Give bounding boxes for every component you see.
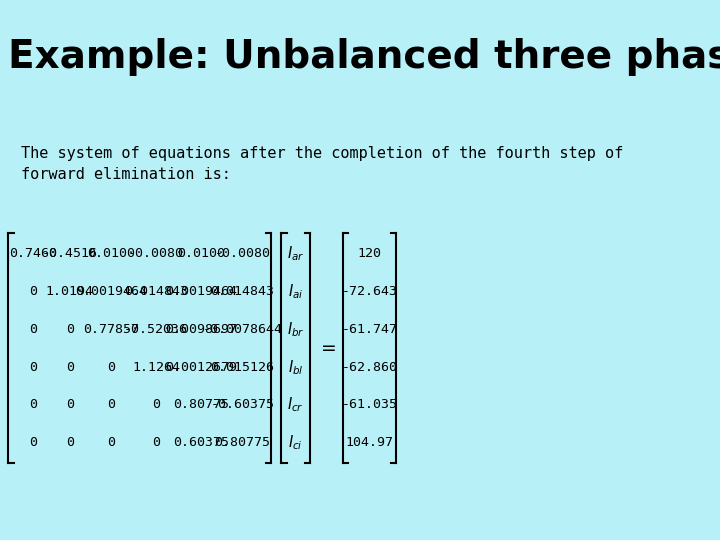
Text: 0: 0 — [152, 436, 160, 449]
Text: 0.0019464: 0.0019464 — [166, 285, 238, 298]
Text: 0.015126: 0.015126 — [210, 361, 274, 374]
Text: 0: 0 — [66, 323, 74, 336]
Text: 0: 0 — [66, 399, 74, 411]
Text: Example: Unbalanced three phase load: Example: Unbalanced three phase load — [8, 38, 720, 76]
Text: 0.60375: 0.60375 — [174, 436, 229, 449]
Text: 0: 0 — [152, 399, 160, 411]
Text: 0.0098697: 0.0098697 — [166, 323, 238, 336]
Text: The system of equations after the completion of the fourth step of
forward elimi: The system of equations after the comple… — [21, 146, 623, 182]
Text: 120: 120 — [358, 247, 382, 260]
Text: 0.014843: 0.014843 — [124, 285, 188, 298]
Text: 0.7460: 0.7460 — [9, 247, 57, 260]
Text: $I_{ci}$: $I_{ci}$ — [288, 434, 303, 452]
Text: 0: 0 — [107, 361, 115, 374]
Text: 0.80775: 0.80775 — [174, 399, 229, 411]
Text: 0.0019464: 0.0019464 — [75, 285, 147, 298]
Text: 0: 0 — [29, 436, 37, 449]
Text: 0.0100: 0.0100 — [177, 247, 225, 260]
Text: 0: 0 — [29, 285, 37, 298]
Text: 0: 0 — [29, 361, 37, 374]
Text: -0.60375: -0.60375 — [210, 399, 274, 411]
Text: 0.77857: 0.77857 — [83, 323, 139, 336]
Text: $I_{bl}$: $I_{bl}$ — [288, 358, 304, 376]
Text: $I_{ai}$: $I_{ai}$ — [288, 282, 303, 301]
Text: $I_{cr}$: $I_{cr}$ — [287, 396, 304, 414]
Text: 0.80775: 0.80775 — [215, 436, 270, 449]
Text: 0: 0 — [107, 436, 115, 449]
Text: 1.0194: 1.0194 — [46, 285, 94, 298]
Text: =: = — [320, 339, 336, 358]
Text: -61.747: -61.747 — [342, 323, 397, 336]
Text: -72.643: -72.643 — [342, 285, 397, 298]
Text: 0: 0 — [29, 323, 37, 336]
Text: $I_{br}$: $I_{br}$ — [287, 320, 305, 339]
Text: -0.0078644: -0.0078644 — [202, 323, 282, 336]
Text: -0.0080: -0.0080 — [128, 247, 184, 260]
Text: 104.97: 104.97 — [346, 436, 394, 449]
Text: 1.1264: 1.1264 — [132, 361, 180, 374]
Text: 0.0100: 0.0100 — [87, 247, 135, 260]
Text: -62.860: -62.860 — [342, 361, 397, 374]
Text: -61.035: -61.035 — [342, 399, 397, 411]
Text: $I_{ar}$: $I_{ar}$ — [287, 245, 305, 263]
Text: -0.52036: -0.52036 — [124, 323, 188, 336]
Text: 0: 0 — [66, 361, 74, 374]
Text: 0.0012679: 0.0012679 — [166, 361, 238, 374]
Text: 0: 0 — [107, 399, 115, 411]
Text: 0: 0 — [66, 436, 74, 449]
Text: -0.0080: -0.0080 — [215, 247, 270, 260]
Text: 0.014843: 0.014843 — [210, 285, 274, 298]
Text: -0.4516: -0.4516 — [42, 247, 98, 260]
Text: 0: 0 — [29, 399, 37, 411]
